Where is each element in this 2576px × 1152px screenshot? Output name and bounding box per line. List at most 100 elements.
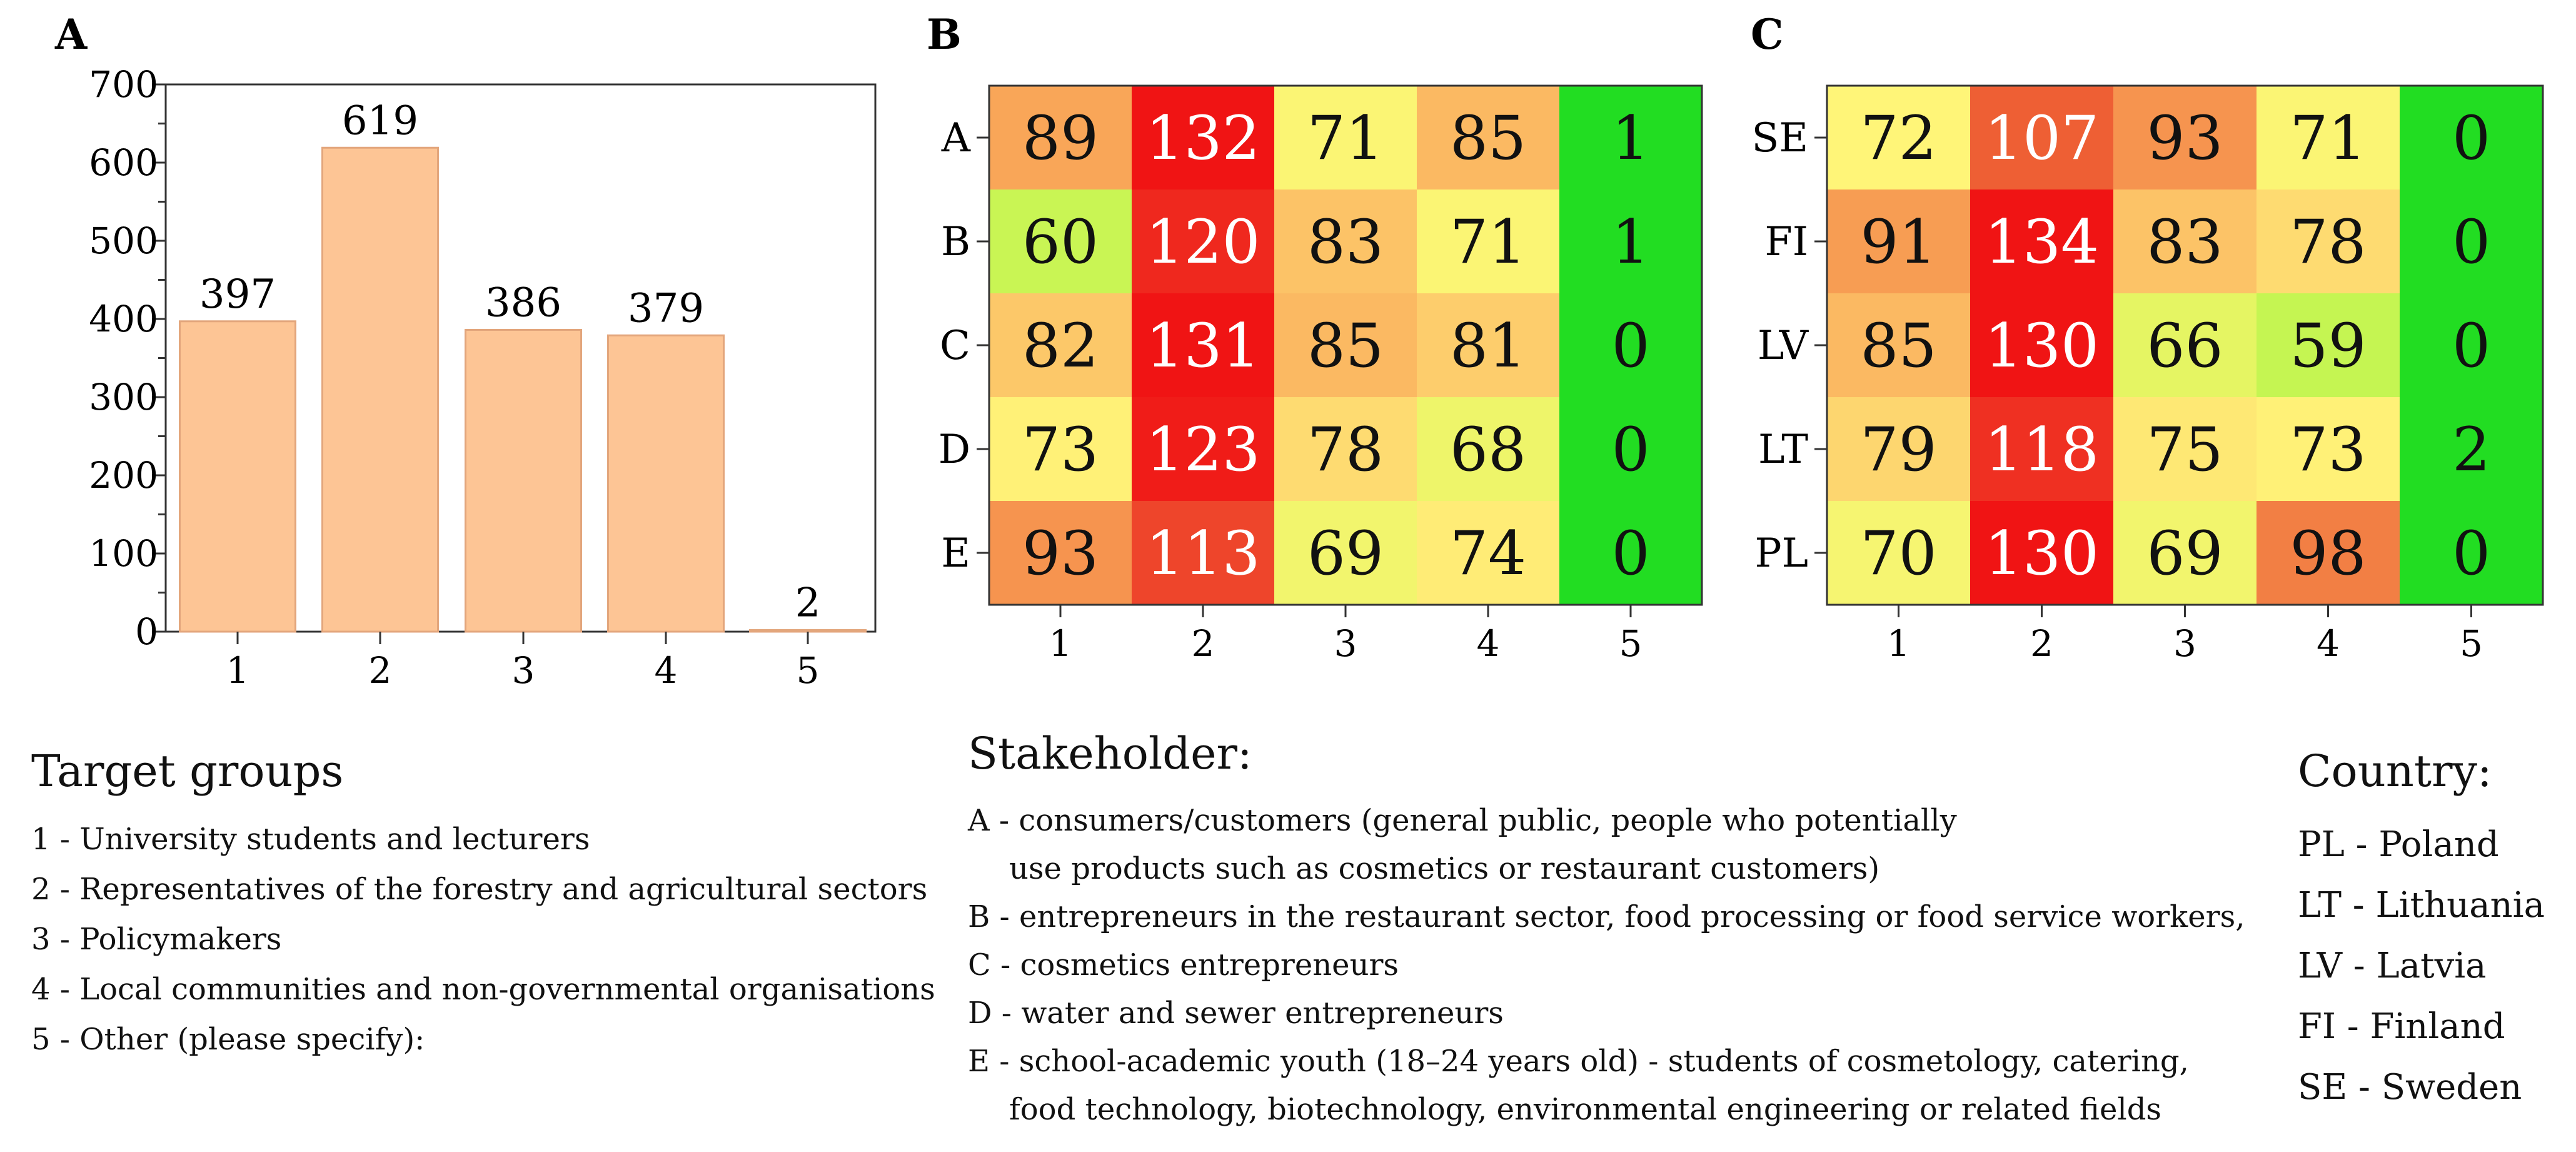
heatmap-cell <box>1274 293 1417 398</box>
heatmap-cell <box>1132 86 1275 190</box>
cell-value: 118 <box>1985 415 2099 485</box>
legend-item: C - cosmetics entrepreneurs <box>968 947 1399 983</box>
bar <box>749 629 867 633</box>
heatmap-cell <box>1970 501 2114 605</box>
cell-value: 113 <box>1145 518 1260 589</box>
cell-value: 73 <box>2290 415 2366 485</box>
legend-title: Target groups <box>31 745 344 797</box>
legend-item: 5 - Other (please specify): <box>31 1022 425 1057</box>
cell-value: 130 <box>1985 518 2099 589</box>
heatmap-cell <box>2113 86 2257 190</box>
cell-value: 73 <box>1022 415 1099 485</box>
cell-value: 1 <box>1611 207 1649 277</box>
cell-value: 0 <box>2452 311 2490 381</box>
heatmap-cell <box>1559 293 1703 398</box>
x-tick-label: 3 <box>512 649 535 692</box>
y-tick-label: 0 <box>135 610 158 653</box>
stakeholder-legend: Stakeholder: A - consumers/customers (ge… <box>968 728 2245 1134</box>
row-label: LV <box>1758 323 1809 369</box>
heatmap-cell <box>1417 86 1560 190</box>
cell-value: 0 <box>2452 518 2490 589</box>
cell-value: 69 <box>2146 518 2223 589</box>
y-tick-label: 500 <box>89 220 158 262</box>
cell-value: 98 <box>2290 518 2366 589</box>
heatmap-cell <box>1559 501 1703 605</box>
legend-item: 3 - Policymakers <box>31 922 282 957</box>
heatmap-cell <box>1827 293 1971 398</box>
cell-value: 78 <box>2290 207 2366 277</box>
y-tick-label: 300 <box>89 376 158 418</box>
cell-value: 83 <box>2146 207 2223 277</box>
col-label: 4 <box>2317 622 2340 665</box>
data-label: 379 <box>628 285 704 331</box>
row-label: B <box>941 219 970 265</box>
cell-value: 78 <box>1307 415 1384 485</box>
heatmap-cell <box>2113 501 2257 605</box>
cell-value: 71 <box>1307 103 1384 173</box>
legend-item: SE - Sweden <box>2298 1067 2522 1108</box>
cell-value: 132 <box>1145 103 1260 173</box>
bar <box>321 146 439 633</box>
y-tick-label: 100 <box>89 532 158 575</box>
y-tick-label: 700 <box>89 63 158 106</box>
heatmap-cell <box>1827 501 1971 605</box>
row-label: FI <box>1764 219 1808 265</box>
legend-title: Country: <box>2298 745 2492 797</box>
col-label: 4 <box>1477 622 1500 665</box>
legend-item: E - school-academic youth (18–24 years o… <box>968 1044 2189 1079</box>
row-label: C <box>940 323 970 369</box>
heatmap-cell <box>989 501 1132 605</box>
cell-value: 81 <box>1450 311 1526 381</box>
cell-value: 68 <box>1450 415 1526 485</box>
legend-item: B - entrepreneurs in the restaurant sect… <box>968 899 2245 934</box>
panel-label: B <box>927 10 962 59</box>
heatmap-cell <box>1274 501 1417 605</box>
heatmap-cell <box>1559 397 1703 502</box>
panel-label: A <box>54 10 88 59</box>
cell-value: 59 <box>2290 311 2366 381</box>
data-label: 2 <box>795 580 821 627</box>
cell-value: 89 <box>1022 103 1099 173</box>
cell-value: 71 <box>2290 103 2366 173</box>
heatmap-cell <box>1827 189 1971 294</box>
cell-value: 0 <box>2452 207 2490 277</box>
heatmap-cell <box>2400 501 2543 605</box>
row-label: D <box>938 427 970 473</box>
row-label: PL <box>1754 530 1808 577</box>
heatmap-cell <box>1970 293 2114 398</box>
heatmap-cell <box>1417 293 1560 398</box>
y-tick-label: 400 <box>89 298 158 340</box>
x-tick-label: 1 <box>226 649 249 692</box>
cell-value: 70 <box>1860 518 1936 589</box>
y-tick-label: 200 <box>89 454 158 497</box>
figure: A010020030040050060070039716192386337942… <box>54 10 2544 692</box>
target-groups-legend: Target groups 1 - University students an… <box>31 745 935 1064</box>
legend-item: use products such as cosmetics or restau… <box>1009 851 1880 886</box>
heatmap-cell <box>2400 189 2543 294</box>
heatmap-cell <box>2257 86 2400 190</box>
cell-value: 120 <box>1145 207 1260 277</box>
cell-value: 60 <box>1022 207 1099 277</box>
heatmap-cell <box>2400 86 2543 190</box>
row-label: E <box>941 530 970 577</box>
x-tick-label: 2 <box>369 649 392 692</box>
cell-value: 91 <box>1860 207 1936 277</box>
heatmap-cell <box>1970 189 2114 294</box>
heatmap-cell <box>1132 293 1275 398</box>
cell-value: 85 <box>1860 311 1936 381</box>
x-tick-label: 5 <box>797 649 820 692</box>
row-label: LT <box>1758 427 1808 473</box>
heatmap-cell <box>1132 189 1275 294</box>
col-label: 3 <box>2173 622 2196 665</box>
cell-value: 131 <box>1145 311 1260 381</box>
legend-title: Stakeholder: <box>968 728 1252 779</box>
heatmap-cell <box>989 86 1132 190</box>
heatmap-cell <box>989 397 1132 502</box>
heatmap-cell <box>2257 501 2400 605</box>
cell-value: 130 <box>1985 311 2099 381</box>
row-label: A <box>941 115 971 161</box>
heatmap-cell <box>1970 397 2114 502</box>
bar <box>179 320 296 633</box>
legend-item: 1 - University students and lecturers <box>31 822 590 857</box>
data-label: 386 <box>485 280 561 326</box>
